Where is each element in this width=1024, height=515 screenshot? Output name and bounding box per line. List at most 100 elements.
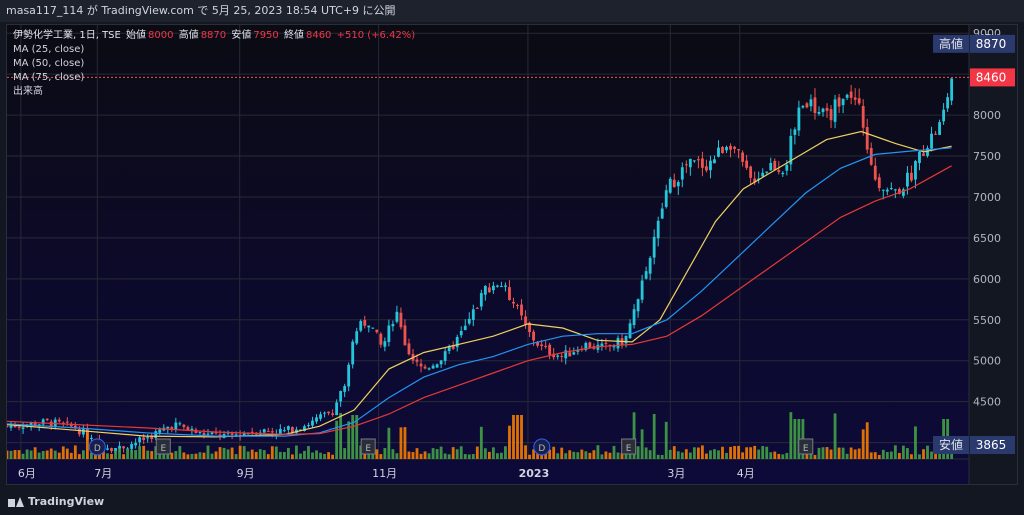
candle-body: [339, 391, 343, 402]
candle-body: [781, 172, 785, 175]
volume-bar: [242, 446, 246, 459]
volume-bar: [893, 445, 897, 459]
volume-bar: [162, 452, 166, 459]
candle-body: [825, 107, 829, 111]
candle-body: [323, 412, 326, 414]
volume-bar: [299, 453, 302, 459]
y-tick-label: 5000: [973, 355, 1001, 368]
volume-bar: [845, 453, 849, 459]
candle-body: [463, 325, 467, 331]
candle-body: [335, 402, 339, 416]
volume-bar: [644, 447, 648, 459]
volume-bar: [274, 446, 278, 459]
volume-bar: [198, 452, 202, 459]
ma50-legend[interactable]: MA (50, close): [13, 58, 85, 69]
candle-body: [680, 167, 684, 180]
candle-body: [403, 325, 407, 346]
volume-bar: [785, 452, 789, 459]
volume-bar: [861, 429, 865, 459]
volume-bar: [914, 426, 917, 459]
volume-bar: [407, 451, 411, 459]
candle-body: [813, 97, 817, 114]
volume-bar: [290, 454, 294, 459]
symbol-label[interactable]: 伊勢化学工業, 1日, TSE: [13, 30, 121, 41]
candle-body: [512, 301, 515, 304]
volume-bar: [672, 446, 676, 459]
volume-bar: [311, 452, 314, 459]
candle-body: [829, 109, 833, 121]
volume-bar: [214, 451, 218, 459]
volume-bar: [660, 454, 664, 459]
dividend-marker-icon: [88, 438, 106, 456]
volume-bar: [387, 427, 391, 459]
volume-bar: [841, 447, 845, 459]
volume-bar: [833, 413, 837, 459]
volume-bar: [656, 454, 660, 459]
volume-bar: [234, 454, 238, 459]
last-price-badge-value: 8460: [976, 70, 1007, 84]
volume-bar: [218, 447, 222, 459]
close-value: 8460: [305, 30, 332, 41]
volume-bar: [347, 421, 351, 459]
chart-panel[interactable]: 伊勢化学工業, 1日, TSE 始値 8000 高値 8870 安値 7950 終値 8…: [6, 24, 1018, 485]
candle-body: [491, 285, 495, 291]
candle-body: [713, 159, 716, 164]
candle-body: [106, 448, 109, 450]
volume-legend[interactable]: 出来高: [13, 86, 43, 97]
candle-body: [540, 344, 544, 347]
open-value: 8000: [148, 30, 174, 41]
candle-body: [114, 448, 117, 452]
ma75-legend[interactable]: MA (75, close): [13, 72, 85, 83]
ma25-legend[interactable]: MA (25, close): [13, 44, 85, 55]
candle-body: [616, 338, 620, 349]
volume-bar: [230, 447, 234, 459]
volume-bar: [194, 453, 198, 459]
volume-bar: [548, 449, 552, 459]
candle-body: [174, 422, 178, 430]
volume-bar: [355, 415, 359, 459]
volume-bar: [69, 452, 73, 459]
volume-bar: [837, 447, 841, 459]
volume-bar: [604, 451, 608, 459]
candle-body: [202, 432, 206, 436]
volume-bar: [769, 452, 773, 459]
candle-body: [672, 179, 676, 188]
volume-bar: [825, 447, 829, 459]
volume-bar: [391, 449, 395, 459]
tradingview-logo[interactable]: TradingView: [8, 495, 104, 508]
volume-bar: [676, 451, 680, 459]
candle-body: [122, 446, 125, 449]
low-badge-label-bg: [933, 436, 969, 454]
volume-bar: [315, 450, 318, 459]
volume-bar: [620, 453, 624, 459]
candle-body: [701, 158, 704, 168]
volume-bar: [616, 452, 620, 459]
candle-body: [307, 425, 310, 427]
close-label: 終値: [283, 30, 304, 41]
price-chart-svg[interactable]: 4000450050005500600065007000750080008500…: [7, 25, 1017, 484]
tradingview-logo-icon: [8, 496, 24, 507]
volume-bar: [262, 450, 266, 459]
volume-bar: [483, 448, 487, 459]
candle-body: [544, 345, 548, 347]
low-value: 7950: [253, 30, 279, 41]
candle-body: [423, 366, 427, 369]
volume-bar: [652, 414, 656, 459]
event-marker-label: E: [160, 444, 166, 454]
volume-bar: [395, 453, 399, 459]
candle-body: [584, 342, 588, 350]
y-tick-label: 7000: [973, 191, 1001, 204]
candle-body: [483, 286, 487, 295]
price-axis-background: [969, 25, 1017, 484]
candle-body: [495, 285, 499, 287]
volume-bar: [516, 415, 519, 459]
last-price-badge-bg: [970, 68, 1015, 87]
chart-legend: 伊勢化学工業, 1日, TSE 始値 8000 高値 8870 安値 7950 終値 8…: [13, 29, 417, 99]
volume-bar: [53, 450, 57, 459]
volume-bar: [901, 445, 905, 459]
volume-bar: [463, 454, 467, 459]
volume-bar: [897, 452, 901, 459]
candle-body: [419, 363, 423, 367]
candle-body: [885, 189, 889, 192]
candle-body: [793, 129, 797, 135]
